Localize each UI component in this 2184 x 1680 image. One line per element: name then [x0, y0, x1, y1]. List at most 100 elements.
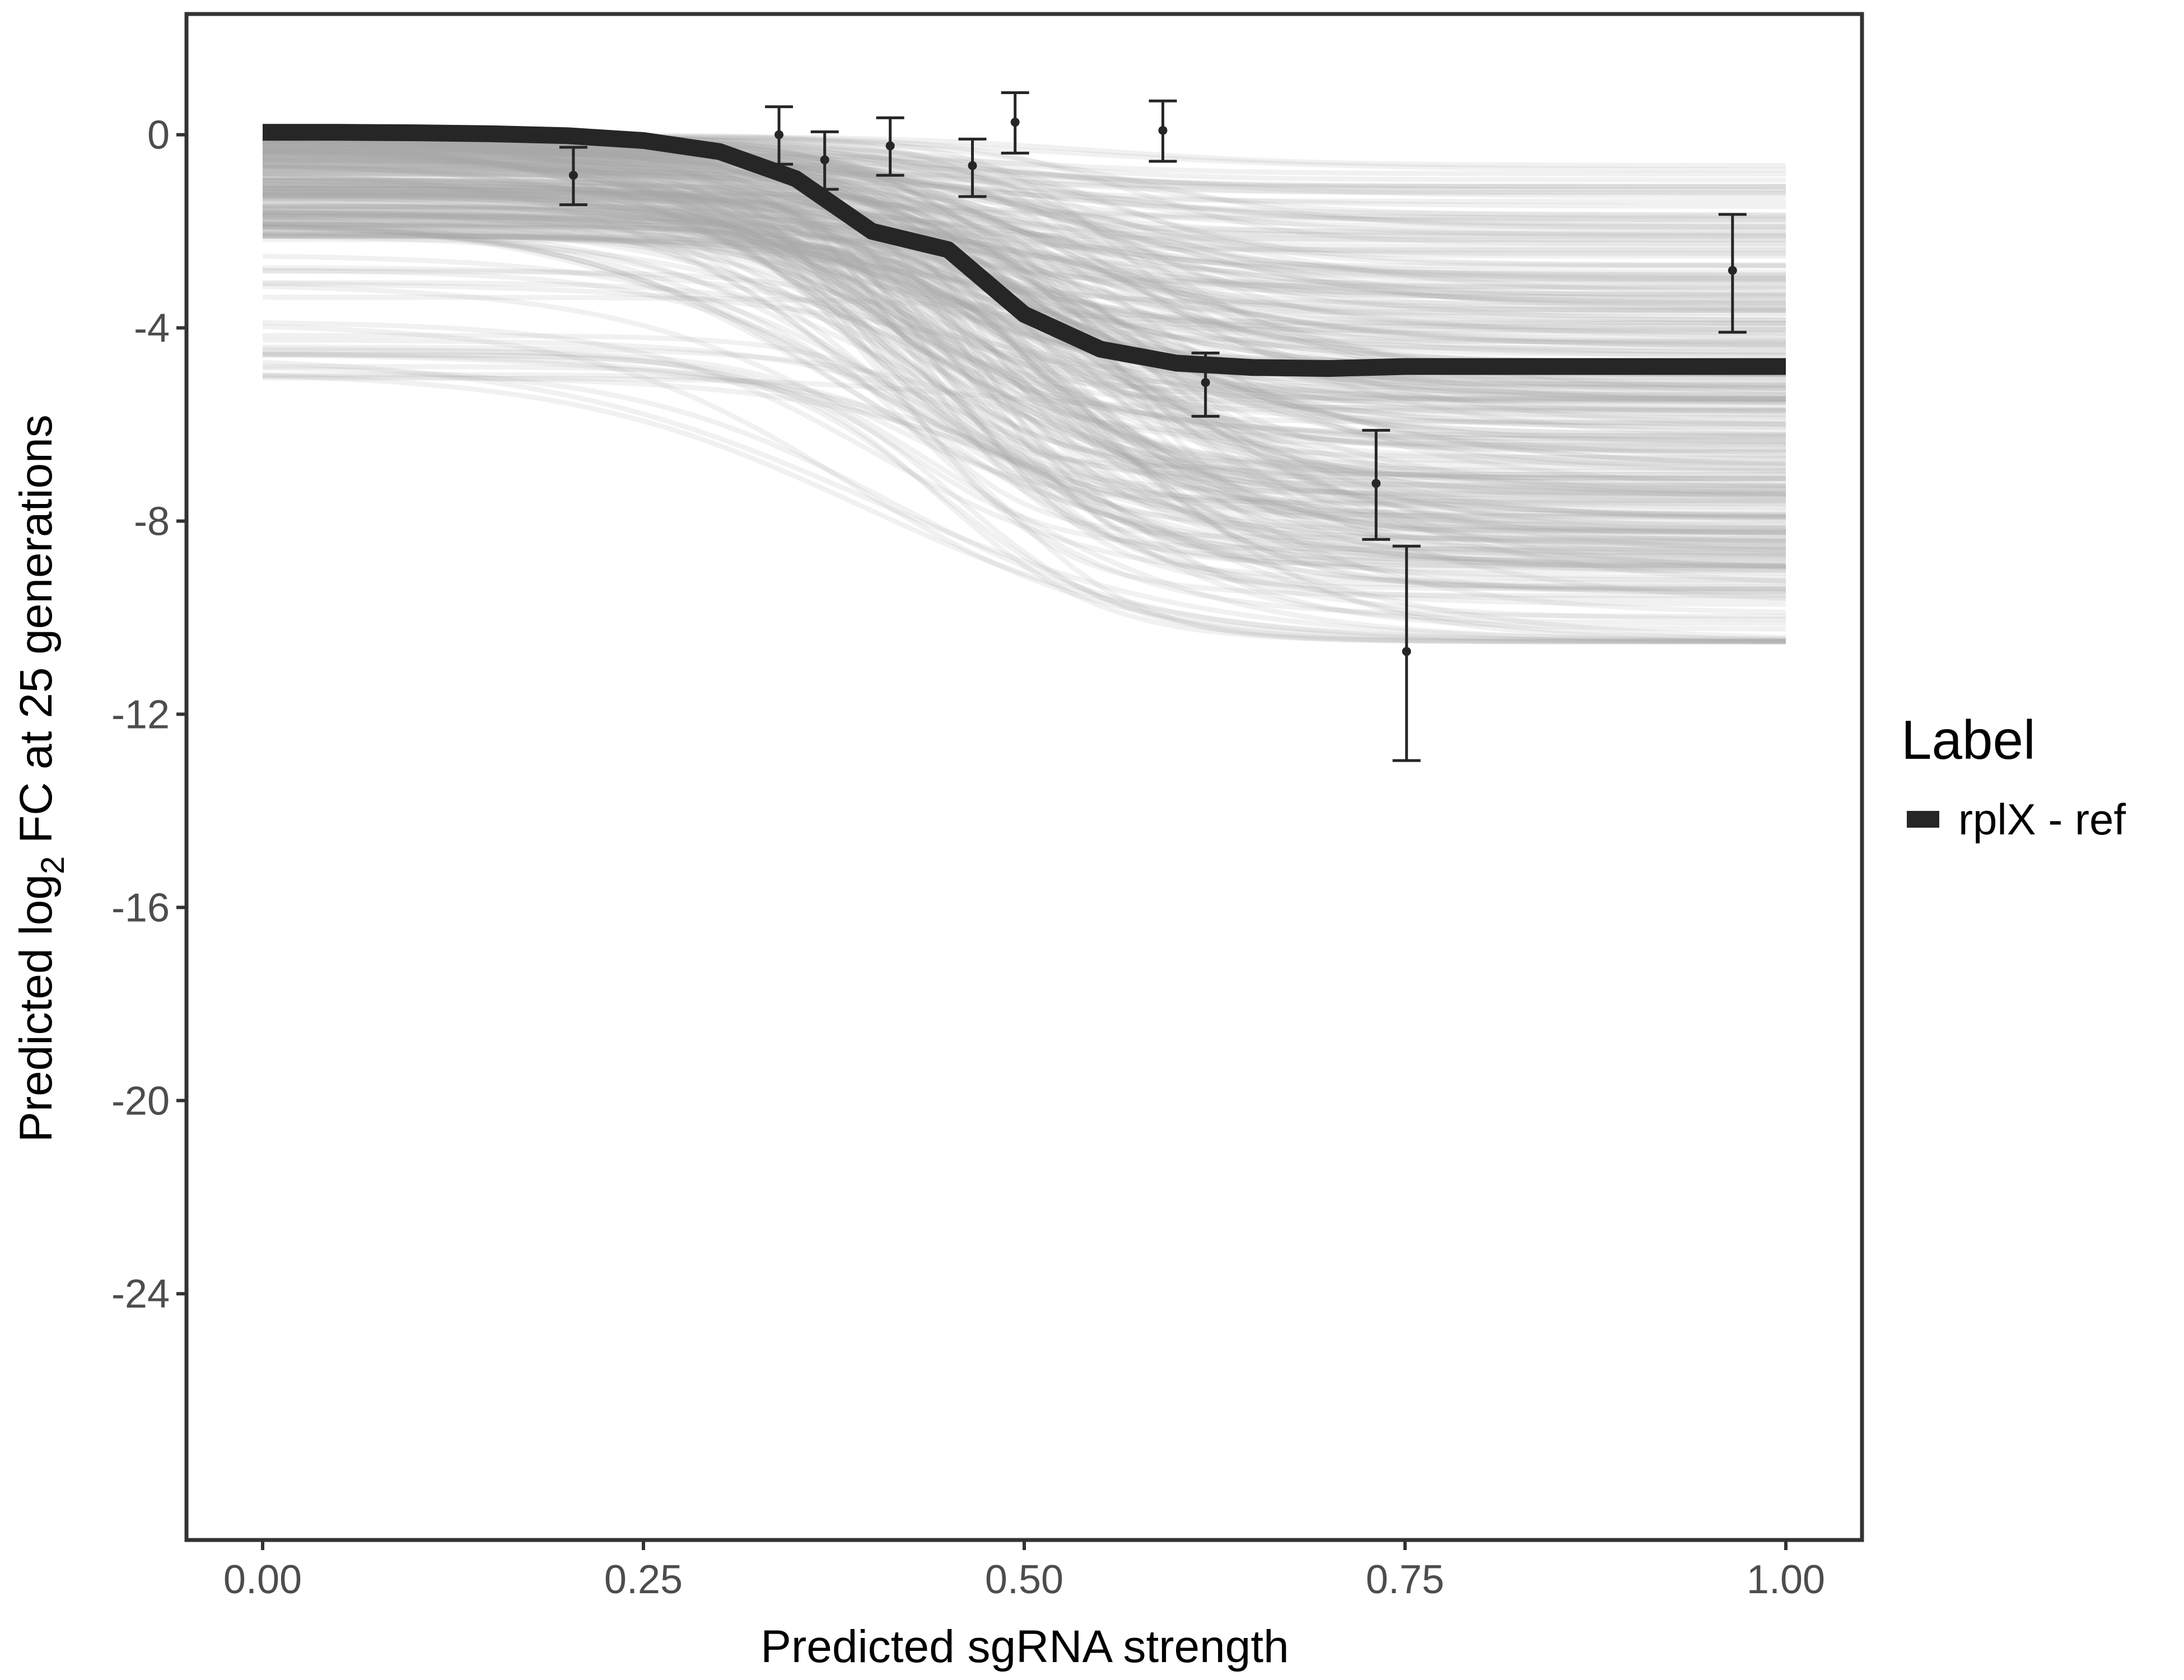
posterior-sample-line	[262, 145, 1786, 189]
posterior-sample-line	[263, 152, 1786, 189]
posterior-sample-line	[262, 190, 1786, 447]
main-curve-layer	[263, 124, 1786, 377]
data-point-with-error-bar	[1362, 428, 1390, 541]
posterior-sample-line	[262, 185, 1786, 421]
posterior-sample-line	[262, 337, 1786, 568]
legend-title: Label	[1901, 709, 2036, 771]
posterior-sample-line	[262, 209, 1786, 626]
posterior-sample-line	[262, 214, 1786, 244]
x-tick-label: 0.75	[1366, 1557, 1444, 1602]
posterior-sample-line	[263, 206, 1786, 559]
posterior-sample-line	[262, 204, 1786, 482]
posterior-sample-line	[263, 372, 1786, 645]
posterior-sample-line	[262, 178, 1786, 384]
posterior-sample-line	[262, 211, 1786, 313]
posterior-sample-line	[263, 148, 1786, 218]
posterior-sample-line	[263, 184, 1786, 229]
posterior-sample-line	[262, 281, 1786, 417]
posterior-sample-line	[262, 227, 1786, 632]
posterior-sample-line	[262, 198, 1786, 500]
posterior-sample-line	[262, 346, 1786, 645]
x-tick-label: 0.00	[223, 1557, 302, 1602]
posterior-sample-line	[262, 375, 1786, 414]
posterior-sample-line	[262, 186, 1786, 520]
y-tick-label: 0	[147, 113, 170, 158]
posterior-sample-line	[262, 147, 1786, 497]
posterior-sample-line	[262, 189, 1786, 394]
posterior-sample-line	[263, 280, 1786, 574]
posterior-sample-line	[262, 213, 1786, 596]
y-axis-title-pre: Predicted log	[11, 874, 62, 1142]
posterior-sample-line	[262, 185, 1786, 497]
posterior-sample-line	[262, 148, 1786, 437]
posterior-sample-line	[263, 149, 1786, 314]
posterior-sample-line	[262, 138, 1786, 514]
data-point-with-error-bar	[1718, 213, 1747, 334]
posterior-sample-line	[262, 217, 1786, 580]
posterior-sample-line	[262, 143, 1786, 309]
posterior-sample-line	[263, 171, 1786, 253]
posterior-sample-line	[262, 145, 1786, 570]
posterior-sample-line	[262, 223, 1786, 558]
posterior-sample-line	[263, 150, 1786, 239]
posterior-sample-line	[262, 183, 1786, 379]
posterior-sample-line	[262, 193, 1786, 307]
posterior-sample-line	[262, 232, 1786, 503]
posterior-sample-line	[262, 164, 1786, 281]
posterior-sample-line	[263, 182, 1786, 598]
posterior-sample-line	[262, 152, 1786, 543]
data-points	[559, 91, 1747, 762]
posterior-sample-line	[262, 214, 1786, 413]
posterior-sample-line	[262, 186, 1786, 405]
posterior-sample-line	[263, 154, 1786, 290]
posterior-sample-line	[263, 216, 1786, 402]
posterior-sample-line	[262, 140, 1786, 222]
y-axis-title-sub: 2	[35, 856, 71, 874]
posterior-sample-line	[262, 136, 1786, 441]
data-point	[774, 130, 784, 139]
posterior-sample-line	[262, 136, 1786, 402]
posterior-sample-line	[263, 143, 1786, 332]
posterior-sample-line	[262, 203, 1786, 306]
posterior-sample-line	[262, 183, 1786, 602]
y-tick-label: -16	[111, 885, 170, 930]
posterior-sample-line	[262, 231, 1786, 520]
data-point	[1010, 118, 1020, 127]
posterior-sample-line	[262, 225, 1786, 607]
data-point-with-error-bar	[559, 146, 587, 207]
data-point	[968, 161, 977, 170]
posterior-sample-line	[262, 182, 1786, 326]
posterior-sample-line	[262, 162, 1786, 518]
posterior-sample-line	[263, 204, 1786, 390]
posterior-sample-line	[262, 351, 1786, 576]
posterior-sample-line	[262, 153, 1786, 533]
posterior-sample-line	[262, 195, 1786, 349]
x-axis-title: Predicted sgRNA strength	[760, 1621, 1289, 1672]
posterior-sample-line	[262, 344, 1786, 527]
posterior-sample-line	[262, 222, 1786, 284]
posterior-sample-line	[263, 183, 1786, 398]
posterior-sample-line	[262, 138, 1786, 297]
posterior-sample-line	[263, 268, 1786, 545]
posterior-sample-line	[262, 137, 1786, 510]
data-point-with-error-bar	[1149, 99, 1177, 163]
posterior-sample-line	[262, 136, 1786, 473]
posterior-sample-line	[263, 146, 1786, 563]
y-axis: 0 -4 -8 -12 -16 -20 -24	[111, 113, 186, 1317]
posterior-sample-line	[262, 225, 1786, 531]
posterior-sample-line	[262, 134, 1786, 402]
posterior-sample-line	[262, 146, 1786, 436]
posterior-sample-line	[263, 143, 1786, 268]
legend-key-rplx-ref	[1907, 811, 1939, 828]
data-point	[1728, 265, 1737, 275]
posterior-sample-line	[262, 138, 1786, 355]
posterior-sample-line	[262, 173, 1786, 398]
posterior-sample-line	[262, 149, 1786, 326]
posterior-sample-line	[262, 132, 1786, 427]
posterior-sample-line	[262, 352, 1786, 640]
posterior-sample-line	[263, 169, 1786, 234]
posterior-sample-line	[262, 145, 1786, 312]
data-point-with-error-bar	[1191, 351, 1220, 418]
posterior-sample-line	[262, 194, 1786, 354]
